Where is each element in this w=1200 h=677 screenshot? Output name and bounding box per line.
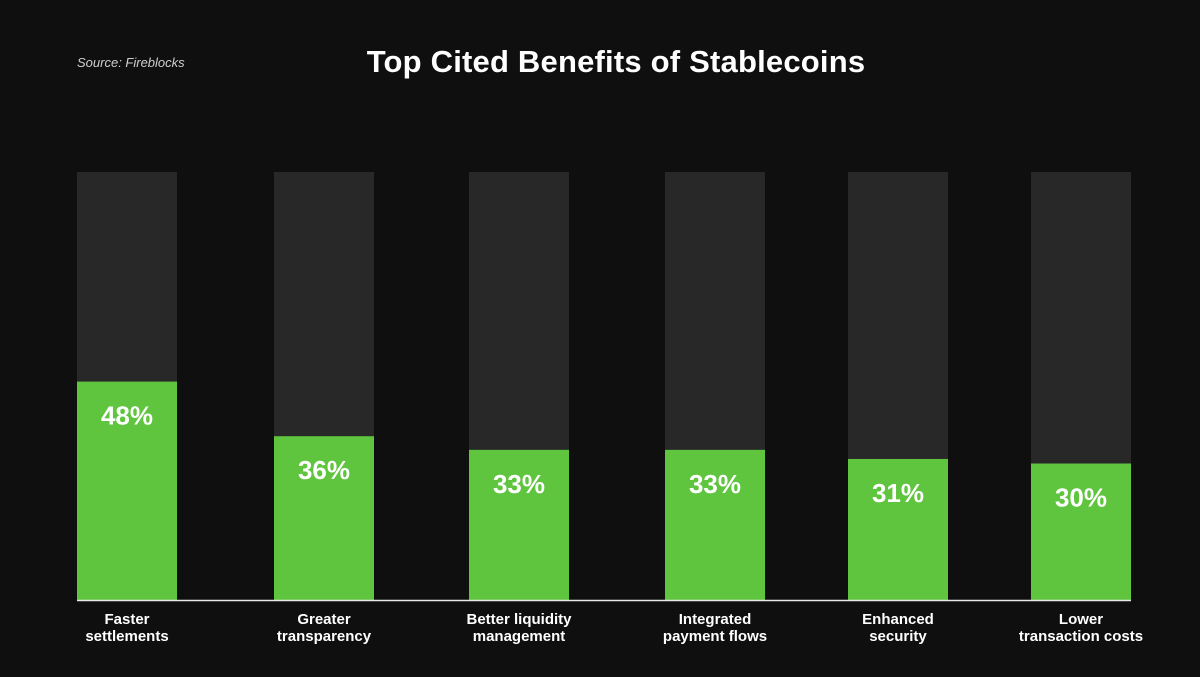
category-label: Faster bbox=[104, 611, 149, 628]
category-label: transparency bbox=[277, 628, 372, 645]
category-label: Lower bbox=[1059, 611, 1103, 628]
category-label: payment flows bbox=[663, 628, 767, 645]
data-label: 33% bbox=[493, 469, 545, 499]
data-label: 33% bbox=[689, 469, 741, 499]
data-label: 48% bbox=[101, 401, 153, 431]
category-label: Enhanced bbox=[862, 611, 934, 628]
category-label: Integrated bbox=[679, 611, 752, 628]
bar bbox=[665, 449, 765, 600]
bar bbox=[1031, 463, 1131, 600]
source-note: Source: Fireblocks bbox=[77, 55, 185, 70]
category-label: security bbox=[869, 628, 927, 645]
category-label: Greater bbox=[297, 611, 351, 628]
data-label: 30% bbox=[1055, 483, 1107, 513]
chart-title: Top Cited Benefits of Stablecoins bbox=[366, 44, 866, 79]
bar bbox=[274, 436, 374, 600]
category-label: Better liquidity bbox=[466, 611, 572, 628]
bar bbox=[848, 458, 948, 600]
data-label: 31% bbox=[872, 478, 924, 508]
data-label: 36% bbox=[298, 455, 350, 485]
category-label: transaction costs bbox=[1019, 628, 1143, 645]
category-label: management bbox=[473, 628, 566, 645]
category-label: settlements bbox=[85, 628, 168, 645]
bar bbox=[77, 381, 177, 600]
bar bbox=[469, 449, 569, 600]
